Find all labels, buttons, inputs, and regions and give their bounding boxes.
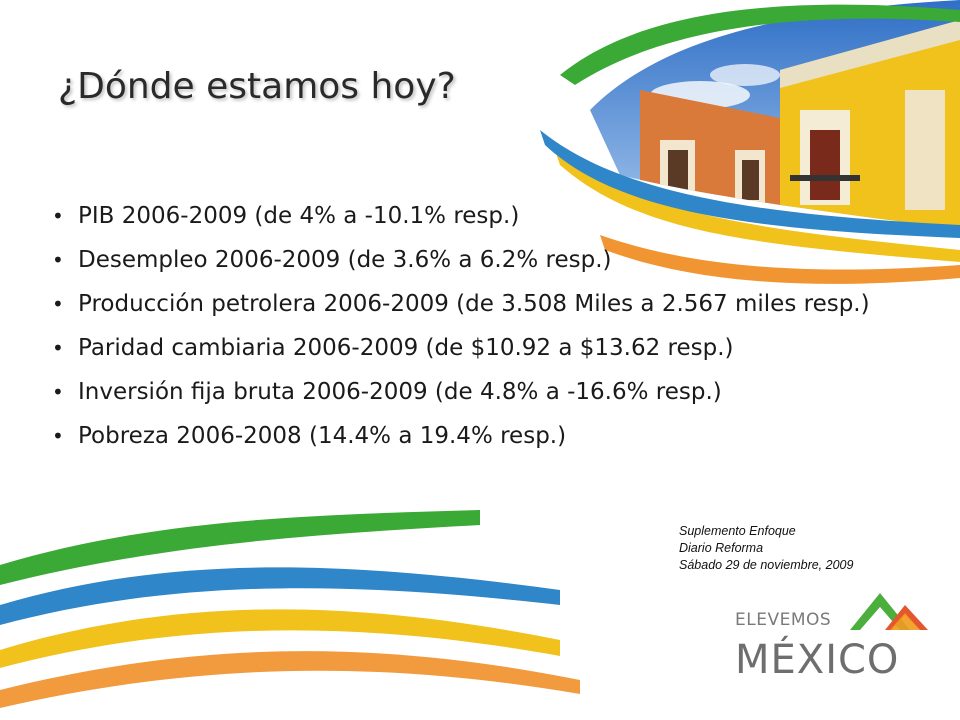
bullet-text: PIB 2006-2009 (de 4% a -10.1% resp.): [78, 203, 520, 229]
bullet-dot: •: [52, 424, 64, 448]
house-roofs-icon: [850, 593, 928, 630]
elevemos-mexico-logo: ELEVEMOS MÉXICO: [735, 585, 935, 695]
yellow-ribbon-top: [555, 150, 960, 262]
logo-main-text: MÉXICO: [735, 637, 900, 683]
source-line: Suplemento Enfoque: [679, 524, 796, 538]
bullet-text: Paridad cambiaria 2006-2009 (de $10.92 a…: [78, 335, 734, 361]
bullet-item-inversion: • Inversión fija bruta 2006-2009 (de 4.8%…: [52, 376, 872, 409]
bullet-text: Inversión fija bruta 2006-2009 (de 4.8% …: [78, 379, 722, 405]
source-citation: Suplemento Enfoque Diario Reforma Sábado…: [679, 523, 853, 574]
orange-ribbon-top: [600, 235, 960, 284]
green-ribbon-top: [560, 4, 960, 85]
yellow-ribbon-bottom: [0, 609, 560, 668]
bullet-item-pobreza: • Pobreza 2006-2008 (14.4% a 19.4% resp.): [52, 420, 872, 453]
bullet-list: • PIB 2006-2009 (de 4% a -10.1% resp.) • D…: [52, 200, 872, 464]
blue-ribbon-top: [540, 130, 960, 238]
bullet-text: Producción petrolera 2006-2009 (de 3.508…: [78, 291, 870, 317]
blue-ribbon-bottom: [0, 567, 560, 625]
slide-title: ¿Dónde estamos hoy?: [58, 66, 456, 107]
green-ribbon-bottom: [0, 510, 480, 585]
bullet-dot: •: [52, 248, 64, 272]
bullet-dot: •: [52, 292, 64, 316]
bullet-dot: •: [52, 380, 64, 404]
bullet-text: Desempleo 2006-2009 (de 3.6% a 6.2% resp…: [78, 247, 612, 273]
bullet-dot: •: [52, 204, 64, 228]
bullet-item-desempleo: • Desempleo 2006-2009 (de 3.6% a 6.2% res…: [52, 244, 872, 277]
bullet-item-pib: • PIB 2006-2009 (de 4% a -10.1% resp.): [52, 200, 872, 233]
source-line: Sábado 29 de noviembre, 2009: [679, 558, 854, 572]
bullet-text: Pobreza 2006-2008 (14.4% a 19.4% resp.): [78, 423, 567, 449]
bullet-item-produccion: • Producción petrolera 2006-2009 (de 3.50…: [52, 288, 872, 321]
bullet-item-paridad: • Paridad cambiaria 2006-2009 (de $10.92 …: [52, 332, 872, 365]
source-line: Diario Reforma: [679, 541, 764, 555]
logo-top-text: ELEVEMOS: [735, 610, 832, 630]
orange-ribbon-bottom: [0, 651, 580, 708]
bullet-dot: •: [52, 336, 64, 360]
